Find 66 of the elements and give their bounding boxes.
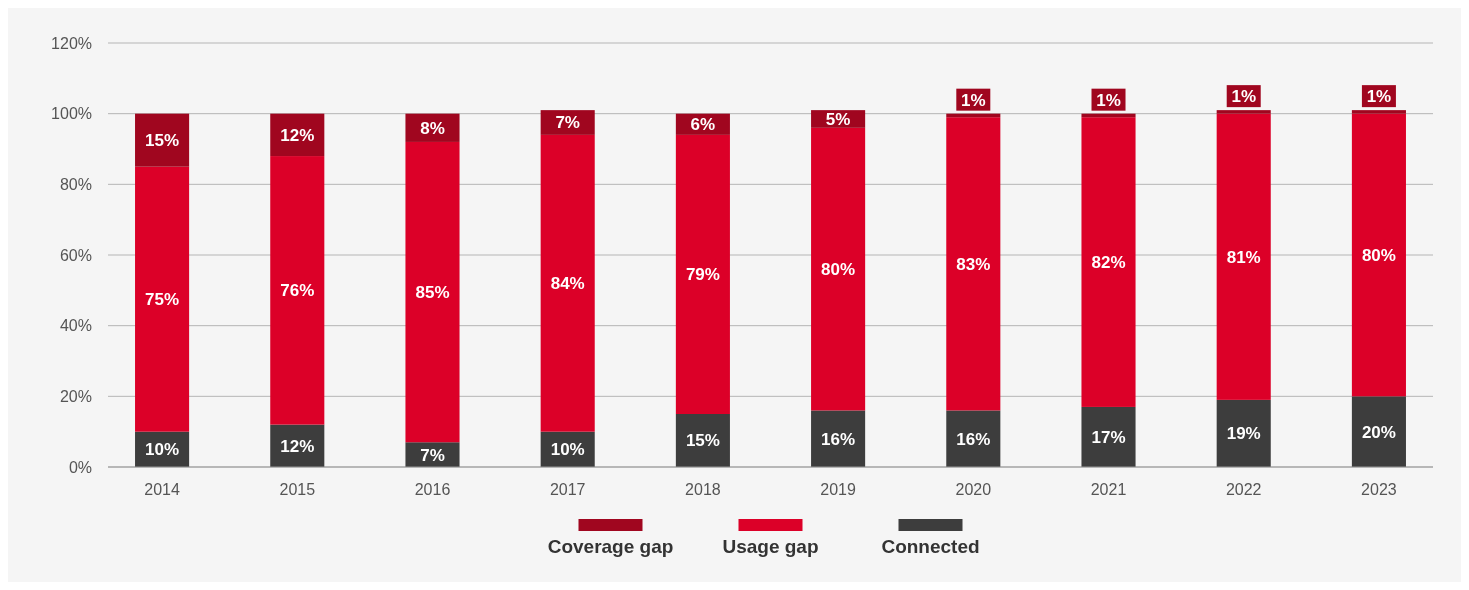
data-label: 19% xyxy=(1226,424,1261,444)
data-label: 12% xyxy=(280,125,315,145)
x-tick-label: 2022 xyxy=(1225,481,1262,498)
legend-label: Usage gap xyxy=(722,536,819,557)
data-label: 80% xyxy=(1361,245,1396,265)
data-label: 1% xyxy=(1366,87,1392,107)
y-tick-label: 120% xyxy=(51,34,92,52)
bar xyxy=(540,134,595,432)
data-label: 7% xyxy=(555,113,580,133)
data-label: 81% xyxy=(1226,247,1261,267)
data-label: 12% xyxy=(280,436,315,456)
data-label: 6% xyxy=(690,115,716,135)
data-label: 8% xyxy=(420,118,445,138)
x-tick-label: 2021 xyxy=(1090,481,1127,498)
y-tick-label: 100% xyxy=(51,105,92,123)
data-label: 82% xyxy=(1091,253,1126,273)
y-tick-label: 40% xyxy=(59,317,92,335)
data-label: 79% xyxy=(685,265,720,285)
data-label: 7% xyxy=(420,445,445,465)
bar xyxy=(675,134,730,414)
data-label: 76% xyxy=(280,281,315,301)
y-tick-label: 60% xyxy=(59,246,92,264)
x-tick-label: 2014 xyxy=(144,481,180,498)
bar xyxy=(946,117,1001,411)
data-label: 17% xyxy=(1091,427,1126,447)
data-label: 20% xyxy=(1361,422,1396,442)
bar xyxy=(1081,117,1136,407)
bar xyxy=(1216,399,1271,467)
x-tick-label: 2016 xyxy=(414,481,451,498)
bar xyxy=(270,156,325,425)
y-tick-label: 20% xyxy=(59,387,92,405)
x-tick-label: 2019 xyxy=(820,481,856,498)
data-label: 1% xyxy=(1231,87,1256,107)
bar xyxy=(811,127,866,411)
bar xyxy=(135,166,190,432)
legend-label: Connected xyxy=(881,536,980,557)
bar xyxy=(1351,113,1406,397)
bar xyxy=(1081,406,1136,467)
x-tick-label: 2020 xyxy=(955,481,992,498)
x-tick-label: 2017 xyxy=(549,481,586,498)
x-tick-label: 2018 xyxy=(685,481,721,498)
data-label: 16% xyxy=(956,429,991,449)
bar xyxy=(811,410,866,467)
data-label: 16% xyxy=(821,429,856,449)
data-label: 84% xyxy=(550,274,585,294)
x-tick-label: 2023 xyxy=(1361,481,1397,498)
data-label: 15% xyxy=(685,431,720,451)
x-tick-label: 2015 xyxy=(279,481,316,498)
data-label: 1% xyxy=(1096,90,1121,110)
data-label: 15% xyxy=(145,131,180,151)
data-label: 75% xyxy=(145,290,180,310)
data-label: 10% xyxy=(550,440,585,460)
legend-label: Coverage gap xyxy=(547,536,674,557)
bar xyxy=(135,113,190,167)
data-label: 5% xyxy=(825,109,851,129)
data-label: 83% xyxy=(956,254,991,274)
bar xyxy=(1216,113,1271,400)
y-tick-label: 0% xyxy=(68,458,92,476)
bar xyxy=(946,410,1001,467)
data-label: 10% xyxy=(145,440,180,460)
data-label: 85% xyxy=(415,283,450,303)
data-label: 80% xyxy=(821,260,856,280)
y-tick-label: 80% xyxy=(59,175,92,193)
bar xyxy=(405,141,460,443)
data-label: 1% xyxy=(961,90,986,110)
bar xyxy=(1351,396,1406,467)
